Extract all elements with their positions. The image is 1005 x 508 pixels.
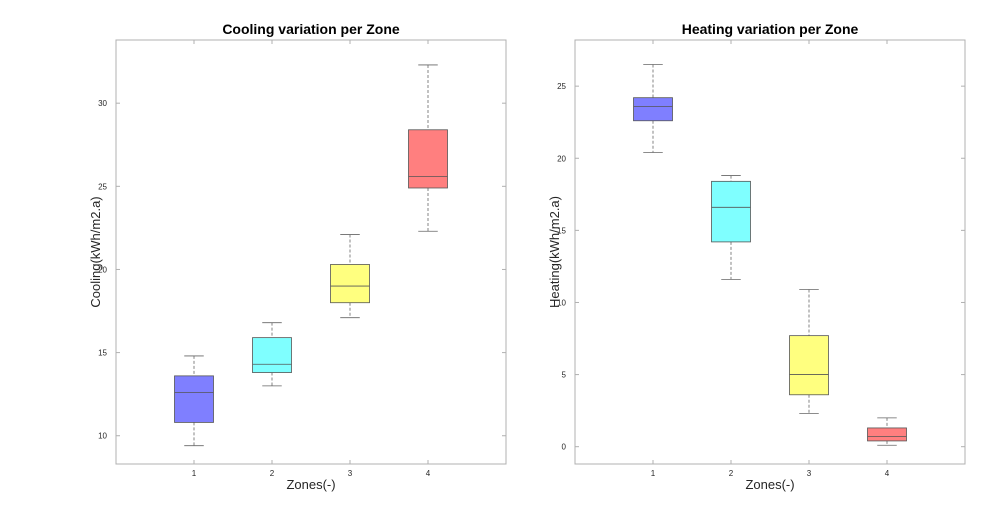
cooling-box-zone-3 xyxy=(330,234,370,319)
heating-y-tick-label: 20 xyxy=(557,154,566,163)
iqr-box xyxy=(330,264,370,304)
heating-y-ticks: 0 5 10 15 20 25 xyxy=(557,82,965,452)
heating-x-tick-label: 2 xyxy=(729,469,734,478)
iqr-box xyxy=(408,129,448,189)
cooling-x-tick-label: 1 xyxy=(192,469,197,478)
cooling-y-tick-label: 15 xyxy=(98,349,107,358)
cooling-x-axis-label: Zones(-) xyxy=(286,477,335,492)
cooling-panel: Cooling variation per Zone 10 15 20 25 30 1 2… xyxy=(88,21,507,492)
heating-box-zone-2 xyxy=(711,175,751,280)
iqr-box xyxy=(633,97,673,122)
heating-box-zone-1 xyxy=(633,64,673,153)
heating-boxes xyxy=(633,64,907,446)
heating-y-tick-label: 10 xyxy=(557,298,566,307)
heating-x-tick-label: 3 xyxy=(807,469,812,478)
iqr-box xyxy=(867,427,907,442)
cooling-boxes xyxy=(174,64,448,447)
cooling-x-tick-label: 3 xyxy=(348,469,353,478)
heating-box-zone-3 xyxy=(789,289,829,414)
heating-y-tick-label: 25 xyxy=(557,82,566,91)
heating-y-axis-label: Heating(kWh/m2.a) xyxy=(547,196,562,308)
heating-y-tick-label: 0 xyxy=(562,443,567,452)
cooling-x-tick-label: 2 xyxy=(270,469,275,478)
cooling-y-tick-label: 20 xyxy=(98,265,107,274)
cooling-y-tick-label: 10 xyxy=(98,432,107,441)
cooling-box-zone-2 xyxy=(252,322,292,387)
cooling-box-zone-4 xyxy=(408,64,448,232)
iqr-box xyxy=(252,337,292,373)
heating-x-tick-label: 1 xyxy=(651,469,656,478)
heating-chart-title: Heating variation per Zone xyxy=(682,21,859,37)
heating-x-tick-label: 4 xyxy=(885,469,890,478)
heating-x-axis-label: Zones(-) xyxy=(745,477,794,492)
cooling-x-ticks: 1 2 3 4 xyxy=(192,40,431,478)
heating-box-zone-4 xyxy=(867,417,907,446)
iqr-box xyxy=(711,180,751,243)
cooling-box-zone-1 xyxy=(174,355,214,447)
heating-x-ticks: 1 2 3 4 xyxy=(651,40,890,478)
cooling-y-axis-label: Cooling(kWh/m2.a) xyxy=(88,196,103,307)
iqr-box xyxy=(174,375,214,423)
cooling-y-tick-label: 25 xyxy=(98,182,107,191)
heating-y-tick-label: 5 xyxy=(562,371,567,380)
iqr-box xyxy=(789,335,829,396)
heating-panel: Heating variation per Zone 0 5 10 15 20 25 1 2… xyxy=(547,21,966,492)
cooling-x-tick-label: 4 xyxy=(426,469,431,478)
heating-plot-frame xyxy=(574,39,966,465)
heating-y-tick-label: 15 xyxy=(557,226,566,235)
cooling-y-tick-label: 30 xyxy=(98,99,107,108)
cooling-chart-title: Cooling variation per Zone xyxy=(222,21,400,37)
cooling-y-ticks: 10 15 20 25 30 xyxy=(98,99,506,441)
cooling-plot-frame xyxy=(115,39,507,465)
